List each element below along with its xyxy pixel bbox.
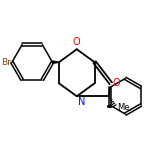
Text: N: N bbox=[78, 97, 85, 107]
Text: O: O bbox=[112, 78, 120, 88]
Text: Br: Br bbox=[1, 58, 11, 67]
Text: Me: Me bbox=[117, 103, 130, 112]
Text: O: O bbox=[73, 37, 81, 47]
Polygon shape bbox=[52, 61, 59, 63]
